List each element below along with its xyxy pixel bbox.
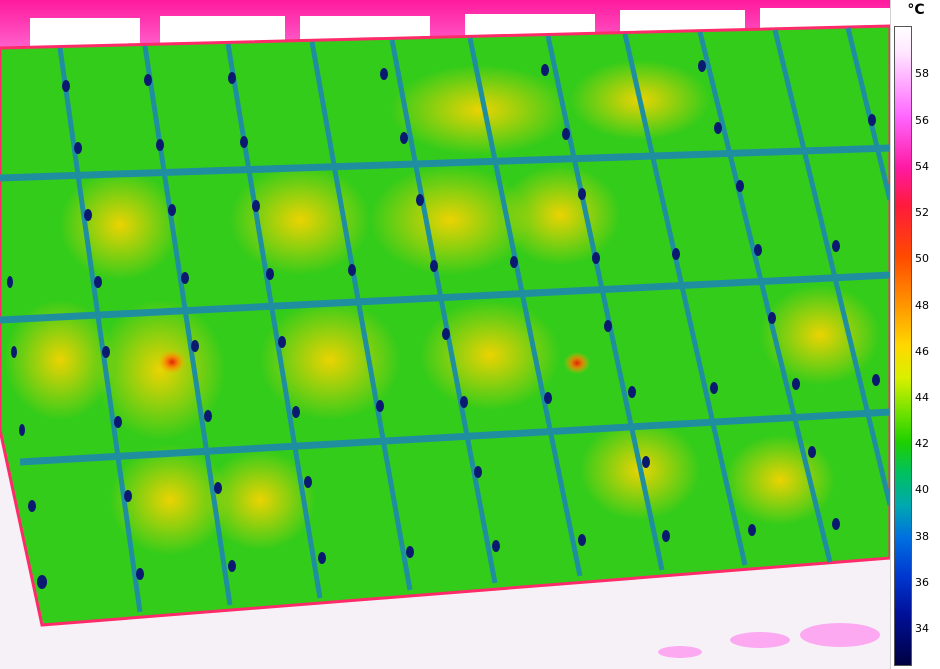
thermal-image <box>0 0 890 669</box>
scale-tick: 56 <box>915 114 929 127</box>
scale-tick: 44 <box>915 391 929 404</box>
temperature-scale: °C 58 56 54 52 50 48 46 44 42 40 38 36 3… <box>890 0 940 669</box>
scale-unit-label: °C <box>907 2 925 18</box>
ground-reflections <box>658 623 880 658</box>
panel-seams <box>57 27 890 613</box>
scale-tick: 36 <box>915 576 929 589</box>
scale-tick: 34 <box>915 622 929 635</box>
scale-tick: 38 <box>915 530 929 543</box>
scale-tick: 40 <box>915 483 929 496</box>
mounting-clamps <box>7 60 880 589</box>
warm-regions <box>5 60 880 555</box>
color-scale-bar <box>894 26 912 666</box>
scale-tick: 46 <box>915 345 929 358</box>
scale-tick: 50 <box>915 252 929 265</box>
hot-spot <box>158 350 186 374</box>
panel-rails <box>0 144 890 466</box>
scale-tick: 58 <box>915 67 929 80</box>
solar-array-thermal-view <box>0 0 890 658</box>
scale-tick: 42 <box>915 437 929 450</box>
scale-tick: 48 <box>915 299 929 312</box>
roof-window <box>30 18 140 46</box>
scale-tick: 54 <box>915 160 929 173</box>
hot-spot <box>564 352 590 374</box>
scale-tick: 52 <box>915 206 929 219</box>
